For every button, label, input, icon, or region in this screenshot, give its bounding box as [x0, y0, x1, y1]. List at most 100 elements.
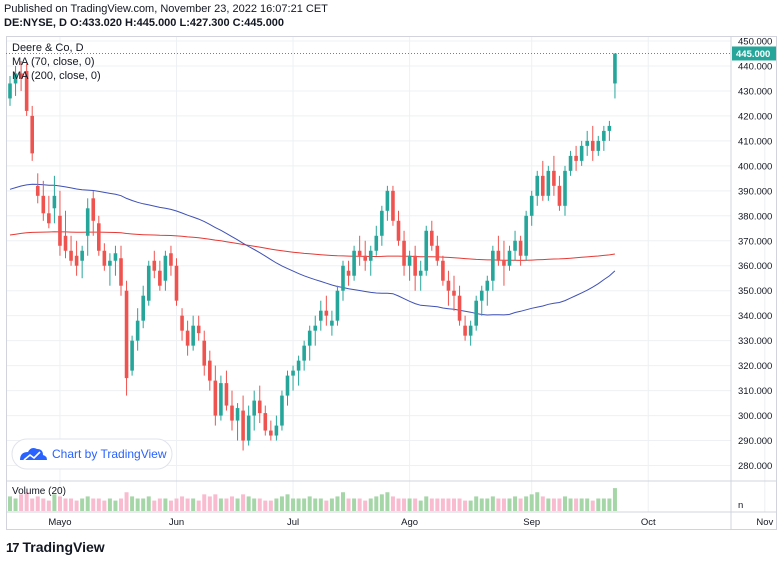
- x-tick-label: Sep: [523, 517, 540, 528]
- candle: [324, 295, 329, 326]
- volume-bar: [335, 496, 340, 511]
- candle-body: [235, 408, 240, 421]
- chart-frame[interactable]: 280.000 290.000 300.000 310.000 320.000 330.0…: [6, 36, 777, 530]
- candle-body: [202, 340, 207, 366]
- candle: [552, 155, 556, 196]
- volume-bar: [563, 496, 567, 511]
- candle-body: [502, 260, 506, 266]
- candle: [385, 185, 390, 221]
- candle-body: [363, 255, 367, 261]
- candle: [402, 230, 406, 276]
- volume-bar: [496, 498, 501, 511]
- tradingview-logo-icon: 17: [6, 539, 20, 555]
- volume-bar: [30, 498, 35, 511]
- volume-bar: [429, 498, 434, 511]
- volume-bar: [130, 496, 135, 511]
- candle-body: [424, 230, 429, 271]
- candle-body: [607, 125, 612, 131]
- candle: [246, 405, 251, 446]
- candles: [8, 53, 617, 451]
- candle: [441, 255, 445, 286]
- candle-body: [374, 235, 379, 251]
- volume-bar: [529, 494, 534, 511]
- candle: [280, 390, 284, 431]
- volume-bar: [546, 498, 551, 511]
- candle-body: [574, 155, 578, 161]
- candle-body: [30, 115, 34, 154]
- candle-body: [80, 250, 84, 261]
- volume-bar: [107, 498, 112, 511]
- candle: [513, 230, 517, 261]
- volume-bar: [152, 500, 157, 511]
- volume-bar: [80, 498, 85, 511]
- candle: [302, 340, 306, 371]
- x-tick-label: Nov: [756, 517, 773, 528]
- candle-body: [319, 310, 323, 321]
- volume-bar: [352, 498, 357, 511]
- price-chart[interactable]: 280.000 290.000 300.000 310.000 320.000 330.0…: [6, 36, 777, 530]
- volume-bar: [218, 498, 223, 511]
- volume-bar: [57, 496, 62, 511]
- volume-bar: [91, 498, 96, 511]
- candle-body: [479, 290, 484, 301]
- ticker-line: DE:NYSE, D O:433.020 H:445.000 L:427.300…: [4, 17, 285, 29]
- candle: [52, 175, 57, 224]
- y-tick-label: 450.000: [738, 36, 772, 47]
- volume-bar: [490, 496, 495, 511]
- candle-body: [463, 325, 467, 336]
- candle: [363, 240, 367, 271]
- candle-body: [468, 325, 473, 336]
- candle: [13, 65, 18, 96]
- candle: [418, 260, 423, 291]
- candle: [102, 243, 107, 271]
- y-tick-label: 340.000: [738, 311, 772, 322]
- volume-bar: [180, 496, 185, 511]
- volume-bar: [479, 498, 484, 511]
- volume-bar: [24, 492, 29, 511]
- tradingview-watermark[interactable]: Chart by TradingView: [11, 438, 173, 470]
- volume-bar: [601, 498, 606, 511]
- x-tick-label: Ago: [401, 517, 418, 528]
- volume-bar: [457, 498, 462, 511]
- candle: [80, 245, 84, 279]
- candle: [113, 245, 118, 276]
- legend-ma70: MA (70, close, 0): [12, 56, 95, 68]
- y-tick-label: 380.000: [738, 211, 772, 222]
- volume-bar: [124, 492, 129, 511]
- candle: [574, 145, 578, 171]
- candle: [185, 320, 190, 356]
- candle-body: [174, 265, 179, 301]
- volume-bar: [213, 494, 218, 511]
- y-tick-label: 360.000: [738, 261, 772, 272]
- volume-bar: [346, 498, 351, 511]
- volume-bar: [285, 494, 290, 511]
- cloud-icon: [20, 448, 47, 461]
- candle-body: [418, 270, 423, 276]
- legend-symbol: Deere & Co, D: [12, 42, 84, 54]
- candle: [335, 285, 340, 326]
- y-tick-label: 420.000: [738, 111, 772, 122]
- candle-body: [91, 198, 96, 221]
- volume-bar: [146, 496, 151, 511]
- candle-body: [474, 300, 478, 326]
- volume-bar: [435, 498, 440, 511]
- candle-body: [357, 250, 362, 256]
- volume-bar: [113, 500, 118, 511]
- candle-body: [546, 170, 551, 196]
- candle-body: [529, 195, 534, 216]
- tradingview-logo[interactable]: 17 TradingView: [6, 539, 105, 555]
- x-tick-label: Mayo: [48, 517, 71, 528]
- volume-bar: [185, 498, 190, 511]
- volume-bar: [168, 500, 173, 511]
- volume-bar: [13, 498, 18, 511]
- y-tick-label: 300.000: [738, 411, 772, 422]
- candle: [529, 190, 534, 226]
- volume-bar: [551, 498, 556, 511]
- candle: [146, 260, 151, 306]
- volume-bar: [518, 498, 523, 511]
- candle-body: [8, 83, 12, 99]
- ma70-polyline: [9, 183, 616, 316]
- candle-body: [585, 140, 589, 146]
- volume-bars: [8, 488, 617, 511]
- candle-body: [590, 140, 595, 151]
